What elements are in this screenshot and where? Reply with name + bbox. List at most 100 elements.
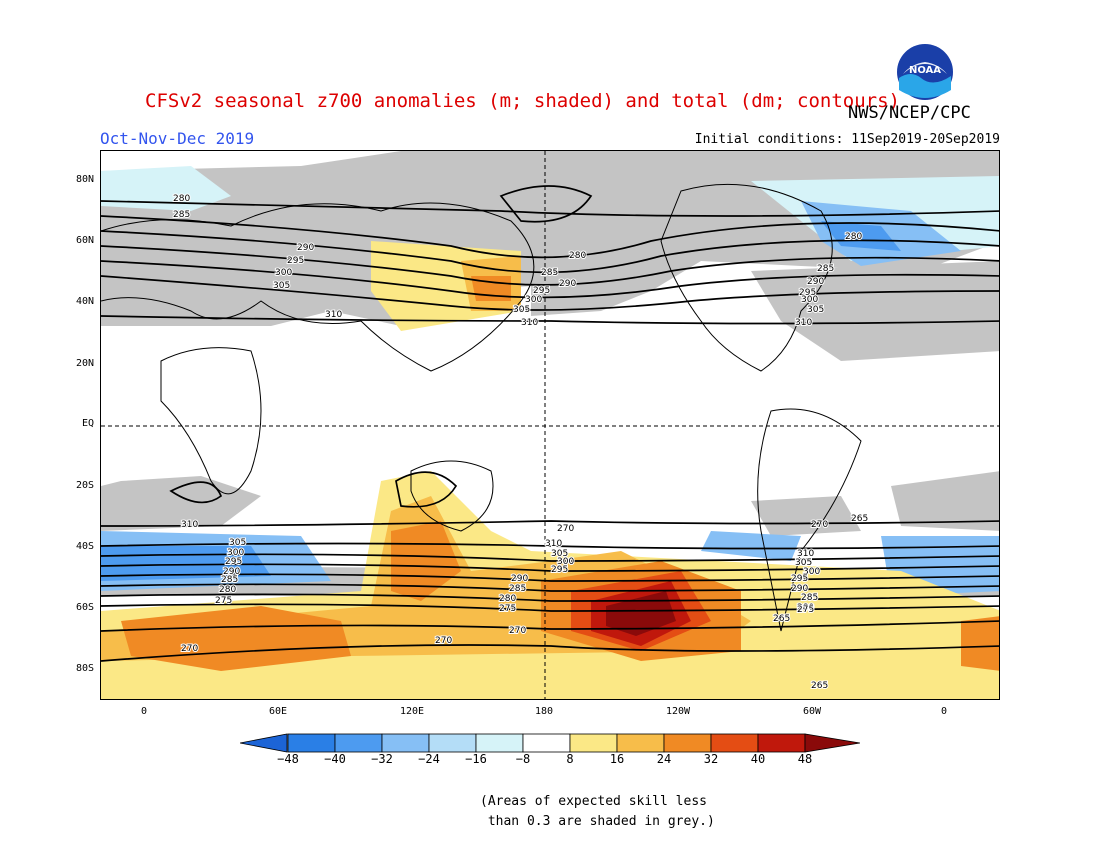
- contour-label-layer: 2802852902953003053102802852902953003053…: [172, 193, 869, 692]
- colorbar-swatch: [616, 733, 665, 753]
- negative-anomalies: [101, 166, 999, 596]
- colorbar-label: 48: [797, 752, 813, 766]
- contour-label: 310: [795, 318, 812, 328]
- lat-label-20n: 20N: [75, 358, 94, 369]
- lon-label-120e: 120E: [399, 706, 425, 717]
- contour-label: 280: [797, 603, 814, 613]
- map-canvas: 2802852902953003053102802852902953003053…: [101, 151, 999, 699]
- contour-label: 285: [173, 210, 190, 220]
- contour-label: 310: [545, 539, 562, 549]
- colorbar-swatch: [428, 733, 477, 753]
- contour-label: 300: [525, 295, 542, 305]
- contour-label: 290: [807, 277, 824, 287]
- colorbar-swatch: [710, 733, 759, 753]
- contour-label: 275: [797, 605, 814, 615]
- contour-label: 290: [791, 584, 808, 594]
- contour-label: 305: [795, 558, 812, 568]
- contour-label: 265: [773, 614, 790, 624]
- contour-label: 270: [557, 524, 574, 534]
- colorbar-label: 16: [609, 752, 625, 766]
- contour-label: 300: [227, 548, 244, 558]
- skill-note-line2: than 0.3 are shaded in grey.): [480, 814, 715, 829]
- contour-label: 285: [541, 268, 558, 278]
- coastlines: [101, 183, 862, 632]
- contour-label: 305: [513, 305, 530, 315]
- contour-label: 280: [219, 585, 236, 595]
- contour-label: 295: [791, 574, 808, 584]
- map-title: CFSv2 seasonal z700 anomalies (m; shaded…: [145, 90, 900, 112]
- contour-label: 280: [845, 232, 862, 242]
- contour-label: 270: [435, 636, 452, 646]
- lat-label-40n: 40N: [75, 296, 94, 307]
- lat-label-80n: 80N: [75, 174, 94, 185]
- contour-label: 305: [807, 305, 824, 315]
- lat-label-40s: 40S: [75, 541, 94, 552]
- contour-label: 285: [221, 575, 238, 585]
- colorbar-label: 32: [703, 752, 719, 766]
- colorbar-swatch: [569, 733, 618, 753]
- colorbar-swatch: [757, 733, 806, 753]
- colorbar-label: −48: [277, 752, 299, 766]
- contour-label: 290: [297, 243, 314, 253]
- lat-label-eq: EQ: [81, 418, 94, 429]
- colorbar-label: 8: [566, 752, 574, 766]
- contour-label: 275: [499, 604, 516, 614]
- contour-label: 265: [811, 681, 828, 691]
- lon-label-60w: 60W: [802, 706, 822, 717]
- colorbar-swatch: [522, 733, 571, 753]
- contour-label: 290: [559, 279, 576, 289]
- contour-label: 310: [325, 310, 342, 320]
- contour-label: 295: [799, 288, 816, 298]
- contour-label: 270: [509, 626, 526, 636]
- contour-label: 265: [851, 514, 868, 524]
- contour-label: 285: [509, 584, 526, 594]
- contour-label: 295: [551, 565, 568, 575]
- colorbar-swatch: [381, 733, 430, 753]
- season-label: Oct-Nov-Dec 2019: [100, 129, 255, 148]
- height-contours: [101, 185, 999, 662]
- lon-label-120w: 120W: [665, 706, 691, 717]
- colorbar-label: −16: [465, 752, 487, 766]
- lon-label-0: 0: [940, 706, 948, 717]
- colorbar-swatch: [334, 733, 383, 753]
- noaa-logo: NOAA: [894, 41, 956, 103]
- colorbar-label: 24: [656, 752, 672, 766]
- contour-label: 275: [215, 596, 232, 606]
- contour-label: 280: [173, 194, 190, 204]
- contour-label: 300: [275, 268, 292, 278]
- contour-label: 300: [801, 295, 818, 305]
- contour-label: 295: [533, 286, 550, 296]
- contour-label: 270: [181, 644, 198, 654]
- colorbar-label: −8: [515, 752, 531, 766]
- colorbar-swatch: [663, 733, 712, 753]
- colorbar-label: −32: [371, 752, 393, 766]
- contour-label: 305: [551, 549, 568, 559]
- lat-label-60n: 60N: [75, 235, 94, 246]
- contour-label: 270: [811, 520, 828, 530]
- initial-conditions-label: Initial conditions: 11Sep2019-20Sep2019: [694, 132, 1000, 147]
- contour-label: 310: [797, 549, 814, 559]
- contour-label: 290: [223, 567, 240, 577]
- contour-label: 300: [557, 557, 574, 567]
- skill-note-line1: (Areas of expected skill less: [480, 794, 707, 809]
- colorbar-swatch: [240, 733, 288, 753]
- noaa-logo-text: NOAA: [909, 65, 941, 76]
- colorbar-label: −40: [324, 752, 346, 766]
- lat-label-20s: 20S: [75, 480, 94, 491]
- contour-label: 290: [511, 574, 528, 584]
- contour-label: 280: [569, 251, 586, 261]
- colorbar-label: 40: [750, 752, 766, 766]
- lon-label-0: 0: [140, 706, 148, 717]
- contour-label: 305: [229, 538, 246, 548]
- contour-label: 295: [287, 256, 304, 266]
- contour-label: 310: [521, 318, 538, 328]
- contour-label: 285: [801, 593, 818, 603]
- contour-label: 280: [499, 594, 516, 604]
- contour-label: 285: [817, 264, 834, 274]
- contour-label: 300: [803, 567, 820, 577]
- org-label: NWS/NCEP/CPC: [848, 103, 971, 123]
- contour-label: 310: [181, 520, 198, 530]
- skill-note: (Areas of expected skill less than 0.3 a…: [480, 792, 715, 832]
- contour-label: 305: [273, 281, 290, 291]
- lat-label-80s: 80S: [75, 663, 94, 674]
